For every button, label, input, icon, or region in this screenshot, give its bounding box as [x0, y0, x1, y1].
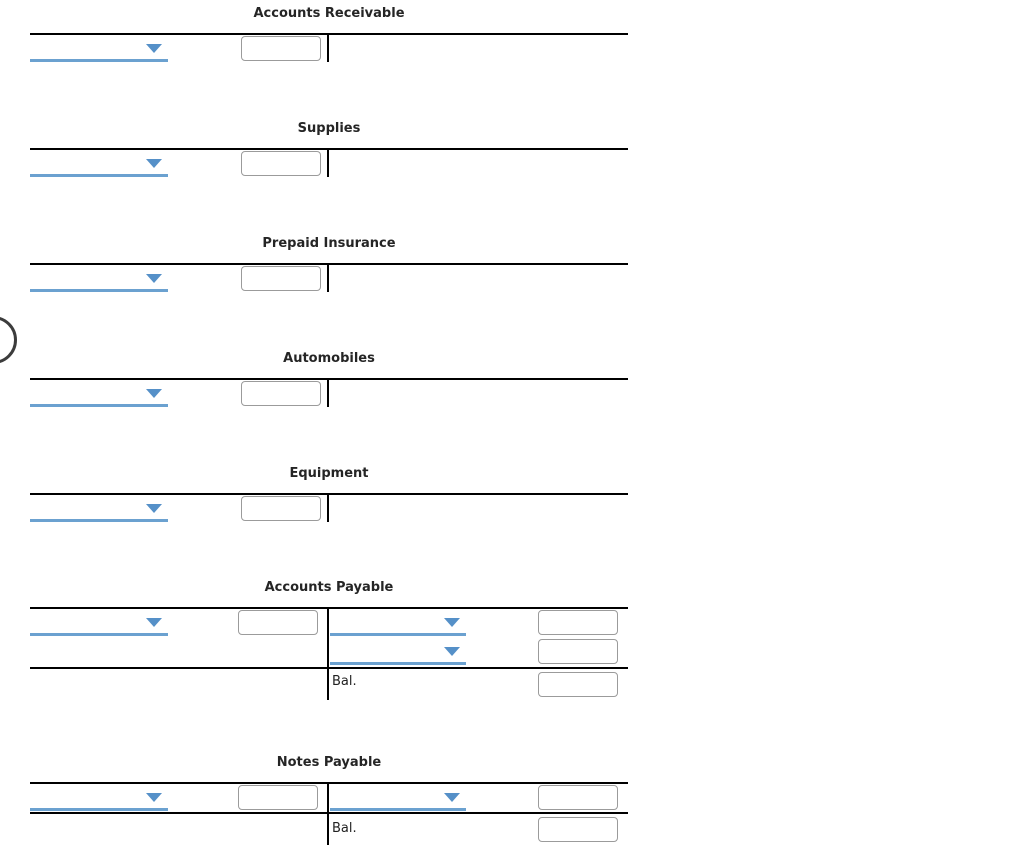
caret-down-icon	[146, 274, 162, 283]
account-title: Prepaid Insurance	[262, 236, 396, 251]
credit-amount-input[interactable]	[538, 785, 618, 810]
credit-description-dropdown[interactable]	[330, 647, 466, 665]
debit-description-dropdown[interactable]	[30, 44, 168, 62]
partial-circle-decoration	[0, 316, 17, 364]
caret-down-icon	[146, 793, 162, 802]
balance-amount-input[interactable]	[538, 817, 618, 842]
account-title: Notes Payable	[276, 755, 382, 770]
taccount-top-rule	[30, 607, 628, 609]
account-title: Accounts Payable	[264, 580, 394, 595]
balance-label: Bal.	[332, 674, 357, 689]
taccount-divider	[327, 607, 329, 700]
debit-description-dropdown[interactable]	[30, 159, 168, 177]
taccount-top-rule	[30, 263, 628, 265]
caret-down-icon	[444, 647, 460, 656]
taccount-total-rule	[30, 667, 628, 669]
caret-down-icon	[444, 618, 460, 627]
debit-amount-input[interactable]	[238, 610, 318, 635]
account-title: Equipment	[289, 466, 369, 481]
caret-down-icon	[146, 504, 162, 513]
taccount-top-rule	[30, 148, 628, 150]
taccount-divider	[327, 493, 329, 522]
credit-description-dropdown[interactable]	[330, 793, 466, 811]
caret-down-icon	[146, 389, 162, 398]
taccount-top-rule	[30, 378, 628, 380]
taccount-top-rule	[30, 782, 628, 784]
taccount-divider	[327, 263, 329, 292]
debit-amount-input[interactable]	[238, 785, 318, 810]
debit-amount-input[interactable]	[241, 36, 321, 61]
debit-amount-input[interactable]	[241, 151, 321, 176]
account-title: Supplies	[297, 121, 361, 136]
debit-description-dropdown[interactable]	[30, 504, 168, 522]
debit-description-dropdown[interactable]	[30, 274, 168, 292]
credit-amount-input[interactable]	[538, 610, 618, 635]
credit-description-dropdown[interactable]	[330, 618, 466, 636]
debit-description-dropdown[interactable]	[30, 389, 168, 407]
caret-down-icon	[146, 44, 162, 53]
caret-down-icon	[146, 618, 162, 627]
account-title: Automobiles	[283, 351, 375, 366]
taccount-top-rule	[30, 493, 628, 495]
account-title: Accounts Receivable	[253, 6, 405, 21]
debit-amount-input[interactable]	[241, 496, 321, 521]
debit-amount-input[interactable]	[241, 266, 321, 291]
debit-amount-input[interactable]	[241, 381, 321, 406]
taccount-top-rule	[30, 33, 628, 35]
taccount-total-rule	[30, 812, 628, 814]
caret-down-icon	[146, 159, 162, 168]
balance-label: Bal.	[332, 821, 357, 836]
debit-description-dropdown[interactable]	[30, 618, 168, 636]
debit-description-dropdown[interactable]	[30, 793, 168, 811]
taccount-divider	[327, 378, 329, 407]
caret-down-icon	[444, 793, 460, 802]
balance-amount-input[interactable]	[538, 672, 618, 697]
credit-amount-input[interactable]	[538, 639, 618, 664]
taccount-divider	[327, 33, 329, 62]
taccount-divider	[327, 148, 329, 177]
